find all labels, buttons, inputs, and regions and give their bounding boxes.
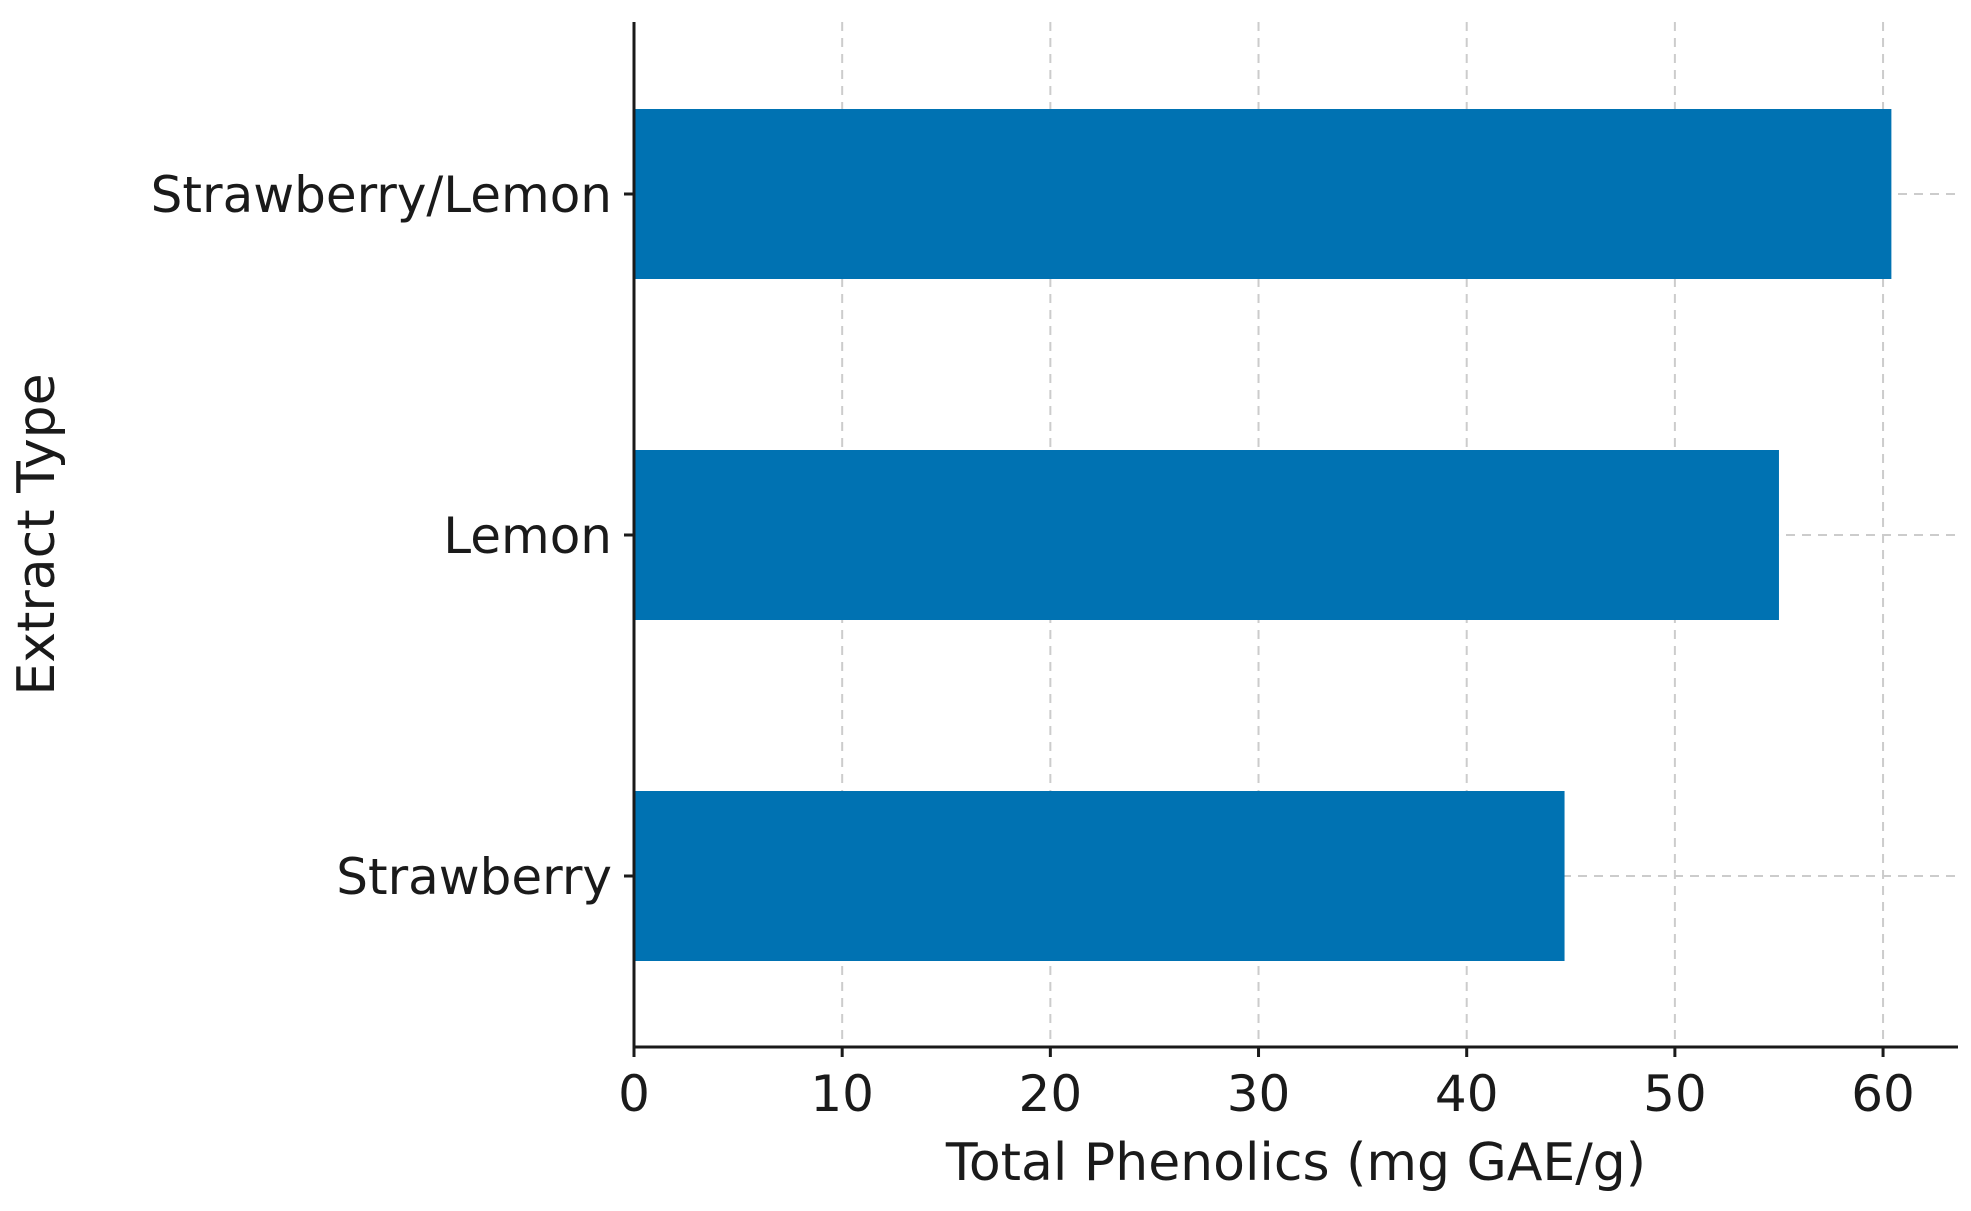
y-tick-label-lemon: Lemon — [443, 507, 612, 565]
y-axis-label: Extract Type — [7, 373, 67, 695]
axis-layer: 0 10 20 30 40 50 60 Strawberry Lemon Strawberry/L… — [151, 22, 1958, 1123]
label-layer: Total Phenolics (mg GAE/g) Extract Type — [7, 373, 1646, 1193]
x-tick-label-30: 30 — [1227, 1065, 1291, 1123]
x-tick-label-0: 0 — [618, 1065, 650, 1123]
x-tick-label-60: 60 — [1851, 1065, 1915, 1123]
bar-strawberry-lemon — [634, 109, 1892, 279]
bar-layer — [634, 109, 1892, 961]
y-tick-label-strawberry-lemon: Strawberry/Lemon — [151, 166, 612, 224]
bar-strawberry — [634, 791, 1565, 961]
x-tick-label-20: 20 — [1019, 1065, 1083, 1123]
x-tick-label-50: 50 — [1643, 1065, 1707, 1123]
bar-lemon — [634, 450, 1779, 620]
x-tick-label-40: 40 — [1435, 1065, 1499, 1123]
y-tick-label-strawberry: Strawberry — [336, 848, 612, 906]
x-axis-label: Total Phenolics (mg GAE/g) — [945, 1133, 1646, 1193]
x-tick-label-10: 10 — [810, 1065, 874, 1123]
